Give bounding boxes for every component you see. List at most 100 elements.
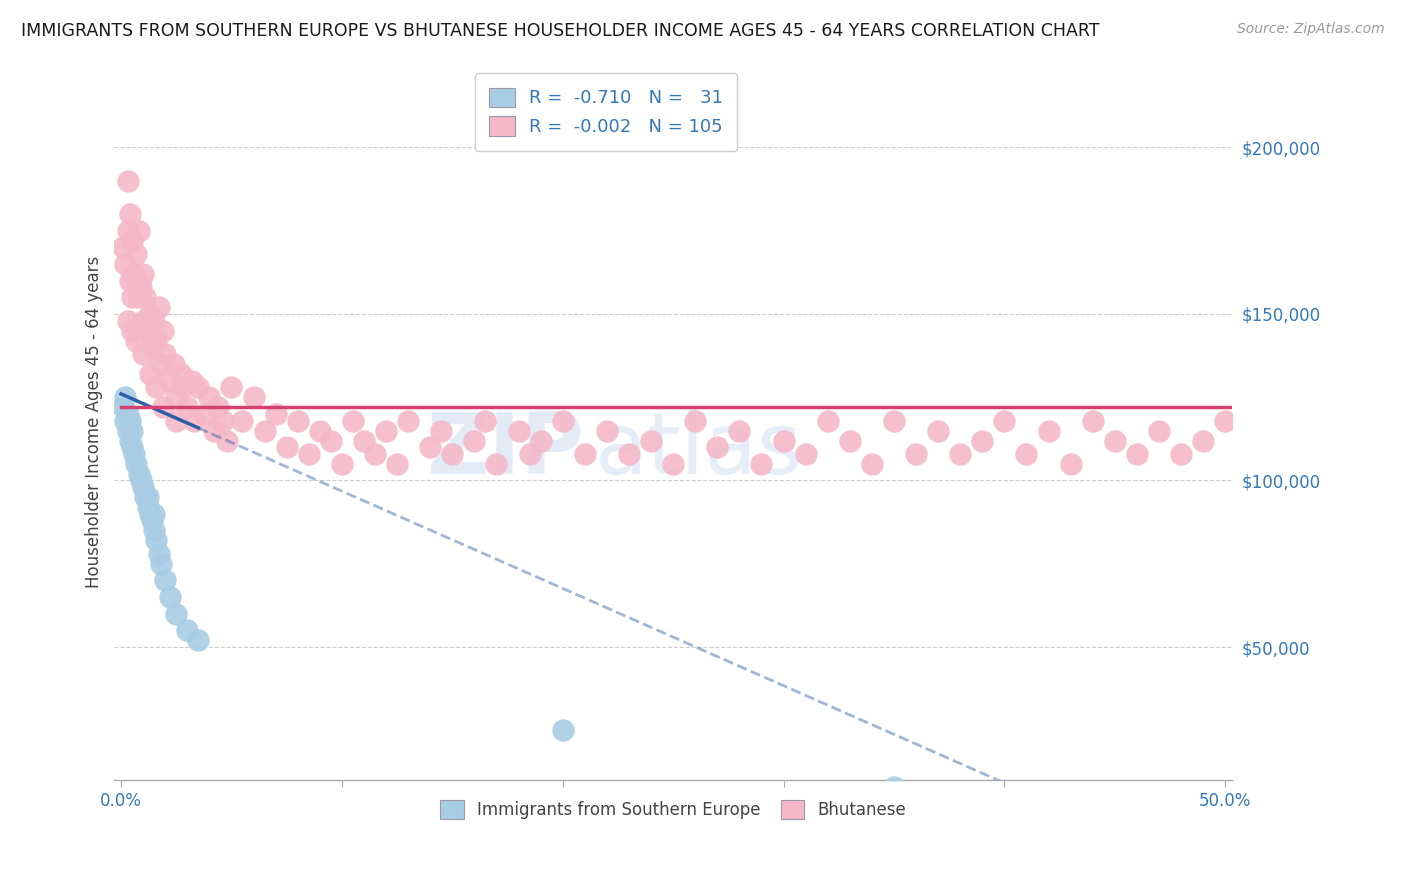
Point (121, 324, 143, 338)
Point (153, 574, 176, 588)
Point (148, 300, 170, 314)
Point (143, 313, 166, 327)
Point (114, 257, 136, 271)
Point (640, 434, 662, 448)
Point (152, 400, 174, 414)
Point (152, 324, 174, 338)
Point (125, 334, 148, 348)
Point (141, 340, 163, 354)
Point (125, 247, 148, 261)
Point (136, 324, 159, 338)
Point (1192, 434, 1215, 448)
Point (114, 413, 136, 427)
Point (117, 224, 139, 238)
Point (118, 434, 141, 448)
Point (129, 280, 152, 294)
Point (172, 380, 194, 394)
Point (128, 467, 150, 481)
Point (883, 413, 905, 427)
Point (364, 447, 387, 461)
Point (253, 424, 276, 438)
Point (231, 413, 253, 427)
Point (308, 424, 330, 438)
Point (145, 533, 167, 548)
Point (117, 424, 139, 438)
Text: Source: ZipAtlas.com: Source: ZipAtlas.com (1237, 22, 1385, 37)
Point (125, 457, 148, 471)
Point (215, 434, 238, 448)
Point (662, 457, 685, 471)
Point (207, 400, 229, 414)
Point (112, 400, 135, 414)
Point (838, 434, 860, 448)
Point (794, 447, 817, 461)
Point (165, 390, 187, 404)
Point (194, 407, 217, 421)
Point (136, 490, 159, 504)
Point (176, 624, 198, 638)
Point (121, 440, 143, 454)
Point (508, 424, 530, 438)
Point (221, 380, 243, 394)
Point (187, 633, 209, 648)
Point (159, 590, 181, 604)
Point (683, 413, 706, 427)
Point (124, 267, 146, 281)
Point (139, 507, 162, 521)
Point (1213, 413, 1236, 427)
Point (342, 413, 364, 427)
Point (136, 500, 159, 515)
Point (551, 723, 574, 738)
Point (141, 513, 163, 527)
Point (905, 447, 928, 461)
Text: IMMIGRANTS FROM SOUTHERN EUROPE VS BHUTANESE HOUSEHOLDER INCOME AGES 45 - 64 YEA: IMMIGRANTS FROM SOUTHERN EUROPE VS BHUTA… (21, 22, 1099, 40)
Point (129, 474, 152, 488)
Point (474, 413, 496, 427)
Point (187, 380, 209, 394)
Point (883, 780, 905, 794)
Point (330, 457, 353, 471)
Point (183, 413, 205, 427)
Point (993, 413, 1015, 427)
Point (706, 440, 728, 454)
Point (128, 224, 150, 238)
Point (485, 457, 508, 471)
Point (519, 447, 541, 461)
Point (134, 490, 156, 504)
Point (117, 174, 139, 188)
Y-axis label: Householder Income Ages 45 - 64 years: Householder Income Ages 45 - 64 years (86, 256, 103, 589)
Point (121, 424, 143, 438)
Point (264, 407, 287, 421)
Point (551, 413, 574, 427)
Point (353, 434, 375, 448)
Point (242, 390, 264, 404)
Point (1147, 424, 1170, 438)
Point (574, 447, 596, 461)
Point (927, 424, 949, 438)
Point (319, 434, 342, 448)
Point (148, 547, 170, 561)
Point (121, 290, 143, 304)
Point (139, 307, 162, 321)
Point (163, 357, 186, 371)
Point (128, 290, 150, 304)
Point (860, 457, 883, 471)
Point (117, 407, 139, 421)
Point (134, 290, 156, 304)
Point (180, 374, 202, 388)
Point (114, 390, 136, 404)
Point (169, 367, 191, 381)
Point (118, 207, 141, 221)
Point (1059, 457, 1081, 471)
Point (149, 557, 172, 571)
Point (1081, 413, 1104, 427)
Point (198, 390, 221, 404)
Text: atlas: atlas (595, 409, 803, 492)
Point (121, 234, 143, 248)
Point (1126, 447, 1149, 461)
Point (118, 413, 141, 427)
Point (441, 447, 464, 461)
Point (1170, 447, 1192, 461)
Point (430, 424, 453, 438)
Point (385, 457, 408, 471)
